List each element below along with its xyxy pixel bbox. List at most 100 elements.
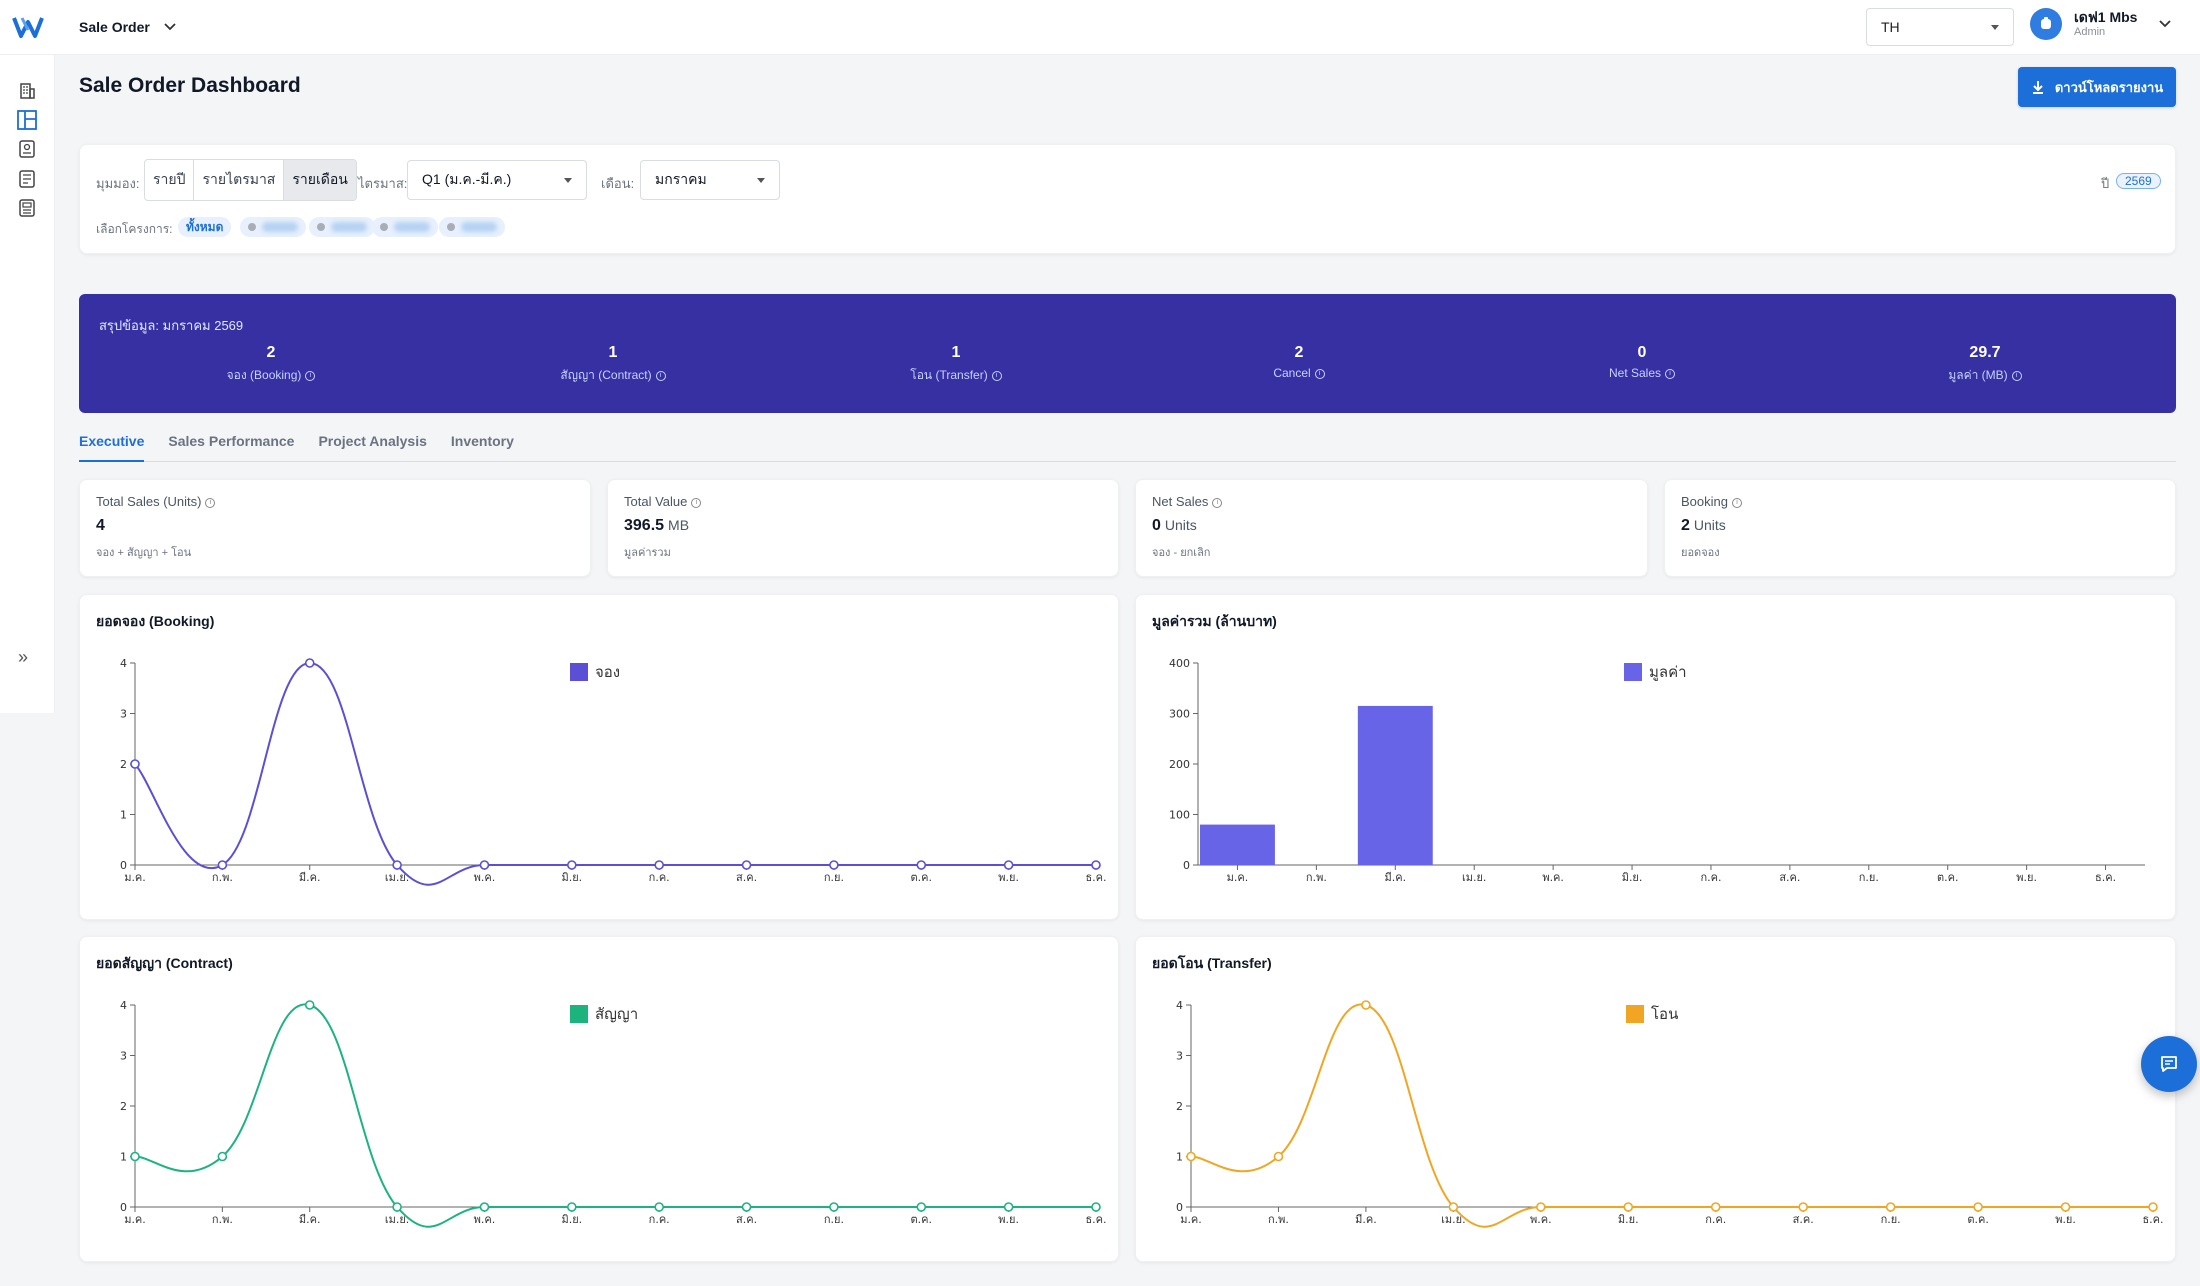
data-point — [1536, 1202, 1546, 1212]
contract-chart-card: 0 1 2 3 4 ม.ค. ก.พ. มี.ค. เม.ย. พ.ค. มิ.ย. ก.ค. ส.ค.… — [79, 936, 1119, 1262]
x-tick-label: ธ.ค. — [1085, 1213, 1106, 1226]
summary-value: 29.7 — [1969, 344, 2001, 361]
user-icon — [2041, 17, 2051, 29]
month-select[interactable]: มกราคม — [640, 160, 780, 200]
dot-icon — [248, 223, 256, 231]
info-icon[interactable]: i — [691, 497, 702, 508]
x-tick-label: ก.ค. — [1705, 1213, 1726, 1226]
chevron-down-icon — [2159, 20, 2172, 28]
x-tick-label: ก.พ. — [1268, 1213, 1289, 1226]
filter-panel: มุมมอง: รายปี รายไตรมาส รายเดือน ไตรมาส:… — [79, 144, 2176, 254]
x-tick-label: ต.ค. — [1967, 1213, 1989, 1226]
x-tick-label: พ.ค. — [474, 871, 496, 884]
x-tick-label: มิ.ย. — [1618, 1213, 1639, 1226]
info-icon[interactable]: i — [1731, 497, 1742, 508]
data-point — [1885, 1202, 1896, 1212]
info-icon[interactable]: i — [305, 370, 316, 381]
kpi-title: Net Sales — [1152, 494, 1209, 509]
avatar — [2030, 8, 2062, 40]
sidebar: » — [0, 55, 55, 713]
top-bar: Sale Order TH เดฟ1 Mbs Admin — [0, 0, 2200, 55]
dashboard-icon[interactable] — [16, 109, 38, 131]
kpi-unit: Units — [1693, 517, 1726, 533]
data-point — [829, 860, 839, 870]
summary-value: 1 — [951, 344, 961, 361]
view-quarterly-button[interactable]: รายไตรมาส — [194, 160, 285, 200]
data-point — [479, 860, 490, 870]
chart-title: ยอดโอน (Transfer) — [1152, 955, 1272, 971]
language-value: TH — [1881, 19, 1900, 35]
info-icon[interactable]: i — [1665, 368, 1676, 379]
summary-label: โอน (Transfer) — [910, 368, 988, 382]
info-icon[interactable]: i — [991, 370, 1002, 381]
info-icon[interactable]: i — [1212, 497, 1223, 508]
data-point — [304, 658, 315, 668]
summary-banner: สรุปข้อมูล: มกราคม 2569 2 จอง (Booking) i… — [79, 294, 2176, 413]
x-tick-label: พ.ย. — [998, 1213, 1019, 1226]
building-icon[interactable] — [16, 80, 38, 102]
x-tick-label: มี.ค. — [299, 871, 321, 884]
module-selector[interactable]: Sale Order — [79, 15, 176, 39]
legend-swatch — [570, 663, 588, 681]
y-tick-label: 3 — [120, 708, 127, 721]
data-point — [1798, 1202, 1808, 1212]
tab-executive[interactable]: Executive — [79, 431, 145, 462]
x-tick-label: ธ.ค. — [2142, 1213, 2163, 1226]
x-tick-label: ม.ค. — [1227, 871, 1249, 884]
legend-label: จอง — [595, 663, 620, 681]
bar — [1200, 824, 1275, 865]
project-chip[interactable] — [439, 217, 505, 237]
data-point — [217, 1151, 228, 1162]
info-icon[interactable]: i — [655, 370, 666, 381]
language-select[interactable]: TH — [1866, 8, 2014, 46]
year-badge[interactable]: 2569 — [2116, 173, 2161, 189]
view-yearly-button[interactable]: รายปี — [145, 160, 195, 200]
project-chip-all[interactable]: ทั้งหมด — [178, 217, 232, 237]
data-point — [1003, 1202, 1014, 1212]
kpi-subtitle: จอง + สัญญา + โอน — [96, 547, 192, 559]
booking-chart-card: 0 1 2 3 4 ม.ค. ก.พ. มี.ค. เม.ย. พ.ค. มิ.ย. ก.ค. ส.ค.… — [79, 594, 1119, 920]
tab-sales-performance[interactable]: Sales Performance — [168, 433, 295, 449]
project-chip[interactable] — [309, 217, 375, 237]
page-title: Sale Order Dashboard — [79, 74, 301, 97]
data-point — [2060, 1202, 2071, 1212]
y-tick-label: 100 — [1169, 809, 1190, 822]
quarter-select[interactable]: Q1 (ม.ค.-มี.ค.) — [407, 160, 587, 200]
summary-label: จอง (Booking) — [226, 368, 302, 382]
value-chart-card: 0 100 200 300 400 ม.ค. ก.พ. มี.ค. เม.ย. พ.ค. มิ.ย.… — [1135, 594, 2176, 920]
data-point — [1273, 1151, 1284, 1162]
project-chip[interactable] — [240, 217, 306, 237]
app-logo[interactable] — [12, 14, 44, 40]
data-point — [217, 860, 228, 870]
view-monthly-button[interactable]: รายเดือน — [284, 160, 356, 200]
x-tick-label: ก.ค. — [1700, 871, 1721, 884]
year-label: ปี — [2101, 176, 2110, 191]
user-name: เดฟ1 Mbs — [2074, 9, 2138, 25]
project-chip[interactable] — [372, 217, 438, 237]
summary-label: Cancel — [1273, 366, 1311, 380]
summary-value: 2 — [266, 344, 276, 361]
report-icon[interactable] — [16, 168, 38, 190]
tab-project-analysis[interactable]: Project Analysis — [318, 433, 427, 449]
x-tick-label: พ.ค. — [474, 1213, 496, 1226]
module-label: Sale Order — [79, 19, 150, 35]
info-icon[interactable]: i — [205, 497, 216, 508]
chart-title: ยอดสัญญา (Contract) — [96, 955, 233, 971]
kpi-title: Total Sales (Units) — [96, 494, 202, 509]
expand-sidebar-icon[interactable]: » — [18, 647, 29, 667]
user-menu[interactable]: เดฟ1 Mbs Admin — [2030, 8, 2172, 40]
document-icon[interactable] — [16, 138, 38, 160]
x-tick-label: ก.พ. — [212, 1213, 233, 1226]
info-icon[interactable]: i — [1314, 368, 1325, 379]
chat-button[interactable] — [2141, 1036, 2197, 1092]
data-point — [1091, 860, 1101, 870]
kpi-value: 0 — [1152, 517, 1161, 534]
caret-down-icon — [1991, 24, 1999, 30]
kpi-value: 396.5 — [624, 517, 665, 534]
x-tick-label: พ.ย. — [2016, 871, 2037, 884]
info-icon[interactable]: i — [2011, 370, 2022, 381]
list-icon[interactable] — [16, 197, 38, 219]
download-report-button[interactable]: ดาวน์โหลดรายงาน — [2018, 67, 2176, 107]
chart-title: ยอดจอง (Booking) — [96, 613, 215, 629]
tab-inventory[interactable]: Inventory — [450, 433, 514, 449]
